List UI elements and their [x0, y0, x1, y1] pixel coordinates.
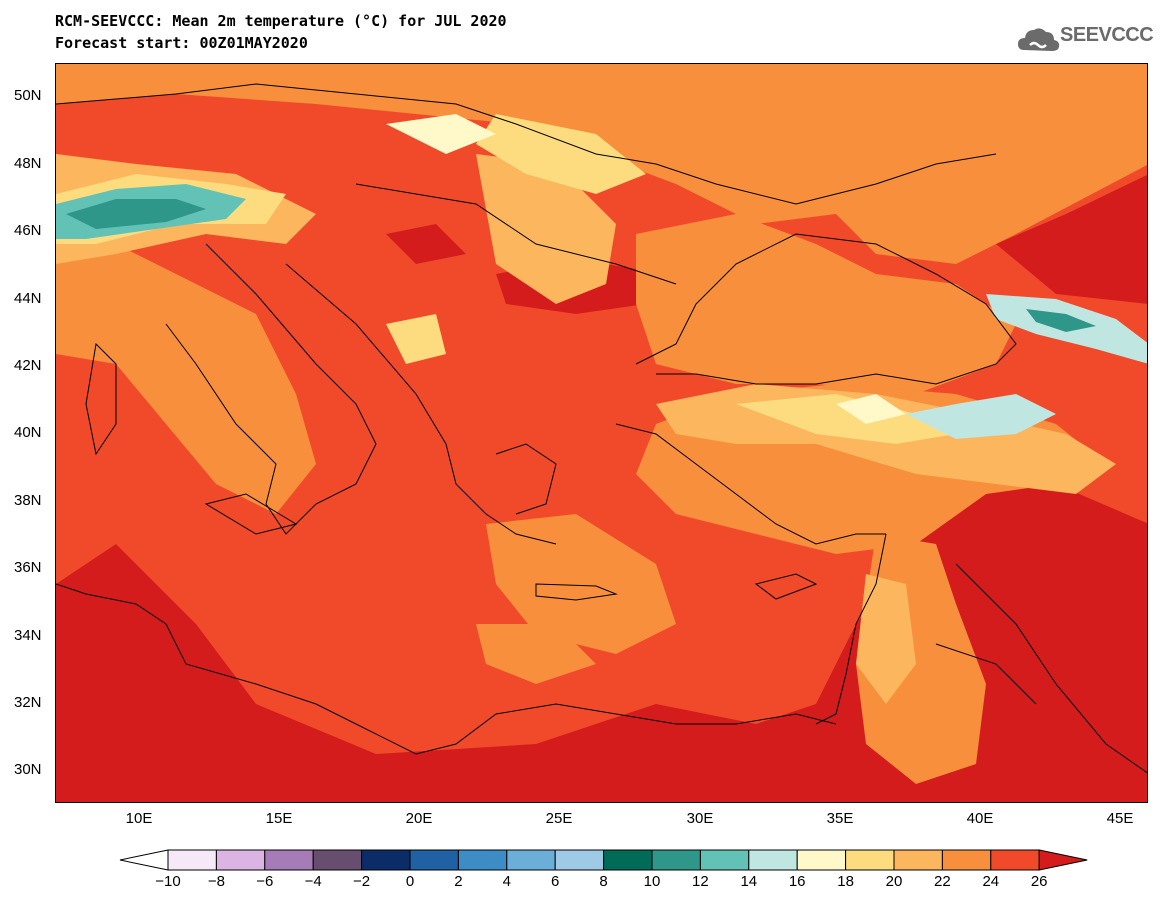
colorbar-swatch	[651, 849, 701, 871]
colorbar-label: 0	[405, 873, 415, 890]
colorbar-swatch	[167, 849, 217, 871]
lon-label: 20E	[405, 810, 433, 827]
map-title: RCM-SEEVCCC: Mean 2m temperature (°C) fo…	[55, 12, 507, 30]
lat-label: 50N	[14, 87, 42, 104]
colorbar-label: 16	[788, 873, 806, 890]
colorbar-swatch	[603, 849, 653, 871]
lon-label: 10E	[125, 810, 153, 827]
colorbar-label: −10	[155, 873, 181, 890]
lat-label: 46N	[14, 222, 42, 239]
lat-label: 44N	[14, 290, 42, 307]
lat-label: 36N	[14, 559, 42, 576]
temperature-field	[56, 64, 1147, 802]
colorbar-label: 20	[885, 873, 903, 890]
colorbar-swatch	[845, 849, 895, 871]
colorbar-swatch	[990, 849, 1040, 871]
colorbar-label: 4	[502, 873, 511, 890]
colorbar-swatch	[699, 849, 750, 871]
colorbar-swatch	[748, 849, 798, 871]
forecast-start-subtitle: Forecast start: 00Z01MAY2020	[55, 34, 308, 52]
lat-label: 34N	[14, 627, 42, 644]
temperature-map	[55, 63, 1148, 803]
lat-label: 42N	[14, 357, 42, 374]
colorbar-label: 10	[643, 873, 661, 890]
colorbar-over-triangle	[1038, 849, 1088, 871]
lat-label: 38N	[14, 492, 42, 509]
colorbar-label: −2	[353, 873, 371, 890]
lon-label: 35E	[826, 810, 854, 827]
lon-label: 30E	[686, 810, 714, 827]
colorbar-swatch	[796, 849, 847, 871]
colorbar-label: −4	[304, 873, 322, 890]
lat-label: 30N	[14, 761, 42, 778]
colorbar-swatch	[893, 849, 943, 871]
colorbar-label: 8	[599, 873, 608, 890]
lon-label: 25E	[545, 810, 573, 827]
cloud-logo-icon	[1018, 28, 1060, 51]
colorbar-swatch	[312, 849, 363, 871]
colorbar-label: 26	[1030, 873, 1048, 890]
colorbar-under-triangle	[119, 849, 169, 871]
colorbar-label: 2	[454, 873, 463, 890]
colorbar-label: 14	[740, 873, 758, 890]
lat-label: 32N	[14, 694, 42, 711]
colorbar-swatch	[554, 849, 605, 871]
lon-label: 40E	[966, 810, 994, 827]
colorbar-swatch	[941, 849, 992, 871]
colorbar-swatch	[361, 849, 411, 871]
lat-label: 40N	[14, 424, 42, 441]
colorbar-swatch	[457, 849, 508, 871]
colorbar-label: 22	[934, 873, 951, 890]
colorbar-swatch	[506, 849, 556, 871]
colorbar-swatch	[409, 849, 459, 871]
lon-label: 15E	[265, 810, 293, 827]
lon-label: 45E	[1106, 810, 1134, 827]
logo-text: SEEVCCC	[1060, 24, 1154, 46]
colorbar-swatch	[215, 849, 266, 871]
colorbar-label: 6	[551, 873, 560, 890]
colorbar-label: 18	[837, 873, 854, 890]
colorbar-label: −8	[207, 873, 225, 890]
lat-label: 48N	[14, 155, 42, 172]
colorbar-label: 24	[982, 873, 1000, 890]
colorbar-label: 12	[692, 873, 709, 890]
colorbar-label: −6	[256, 873, 274, 890]
colorbar-swatch	[264, 849, 314, 871]
